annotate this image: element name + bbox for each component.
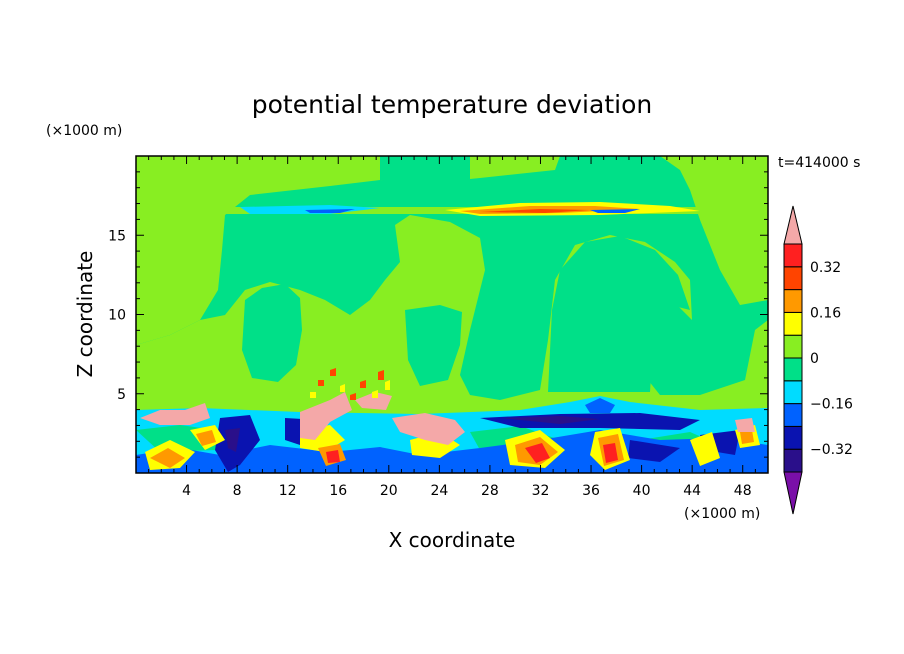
warm-blob-orange	[150, 430, 754, 468]
colorbar-segment	[783, 357, 803, 382]
pink-plume-4	[392, 413, 465, 445]
colorbar-segment	[783, 380, 803, 405]
x-tick-label: 48	[734, 483, 752, 499]
y-axis-label: Z coordinate	[73, 251, 97, 378]
boundary-blue-bump	[585, 398, 615, 413]
x-axis-label: X coordinate	[389, 528, 516, 552]
upper-layer-blue-2	[590, 209, 640, 213]
field-region-negative-upper	[380, 156, 470, 185]
colorbar-segment	[783, 289, 803, 313]
x-unit-label: (×1000 m)	[684, 506, 760, 522]
field-region-negative-plume-2	[405, 305, 462, 386]
colorbar-tick-label: 0.32	[810, 260, 841, 276]
colorbar-segment	[783, 448, 803, 473]
warm-blob-red	[326, 443, 618, 463]
colorbar-tick-label: −0.32	[810, 442, 853, 458]
boundary-dark-blue-1	[215, 415, 260, 472]
colorbar-under-triangle	[783, 471, 803, 515]
y-tick-label: 10	[108, 308, 126, 324]
upper-layer-blue	[305, 209, 355, 213]
field-region-positive-3	[660, 156, 768, 305]
pink-plume-1	[140, 403, 210, 425]
x-tick-label: 16	[329, 483, 347, 499]
contour-field	[136, 156, 768, 473]
chart-title: potential temperature deviation	[252, 90, 652, 119]
x-tick-label: 24	[430, 483, 448, 499]
colorbar-tick-label: −0.16	[810, 397, 853, 413]
colorbar	[783, 205, 803, 515]
x-tick-label: 20	[380, 483, 398, 499]
colorbar-segment	[783, 403, 803, 427]
colorbar-over-triangle	[783, 205, 803, 245]
colorbar-segment	[783, 334, 803, 359]
x-tick-label: 32	[532, 483, 550, 499]
y-tick-label: 15	[108, 228, 126, 244]
x-tick-label: 40	[633, 483, 651, 499]
time-label: t=414000 s	[778, 155, 860, 171]
field-region-positive-1	[136, 156, 560, 345]
colorbar-labels: 0.32 0.16 0 −0.16 −0.32	[810, 260, 853, 458]
y-unit-label: (×1000 m)	[46, 123, 122, 139]
x-tick-label: 28	[481, 483, 499, 499]
axis-ticks	[136, 156, 768, 473]
colorbar-segment	[783, 266, 803, 291]
upper-layer-warm-3	[480, 209, 590, 213]
colorbar-tick-label: 0	[810, 351, 819, 367]
colorbar-segment	[783, 243, 803, 268]
plume-red-specks	[318, 368, 384, 400]
colorbar-segment	[783, 425, 803, 450]
x-tick-label: 36	[582, 483, 600, 499]
x-tick-label: 8	[233, 483, 242, 499]
upper-layer-cyan	[240, 205, 380, 214]
colorbar-tick-label: 0.16	[810, 305, 841, 321]
field-region-negative-dome	[548, 236, 690, 392]
pink-plume-2	[300, 392, 352, 440]
x-tick-label: 4	[182, 483, 191, 499]
field-region-negative-plume-1	[242, 284, 302, 382]
boundary-navy	[225, 416, 600, 452]
pink-plume-5	[735, 418, 755, 432]
y-tick-label: 5	[117, 387, 126, 403]
x-tick-label: 44	[683, 483, 701, 499]
colorbar-segment	[783, 311, 803, 336]
pink-plume-3	[355, 392, 392, 410]
x-tick-label: 12	[279, 483, 297, 499]
